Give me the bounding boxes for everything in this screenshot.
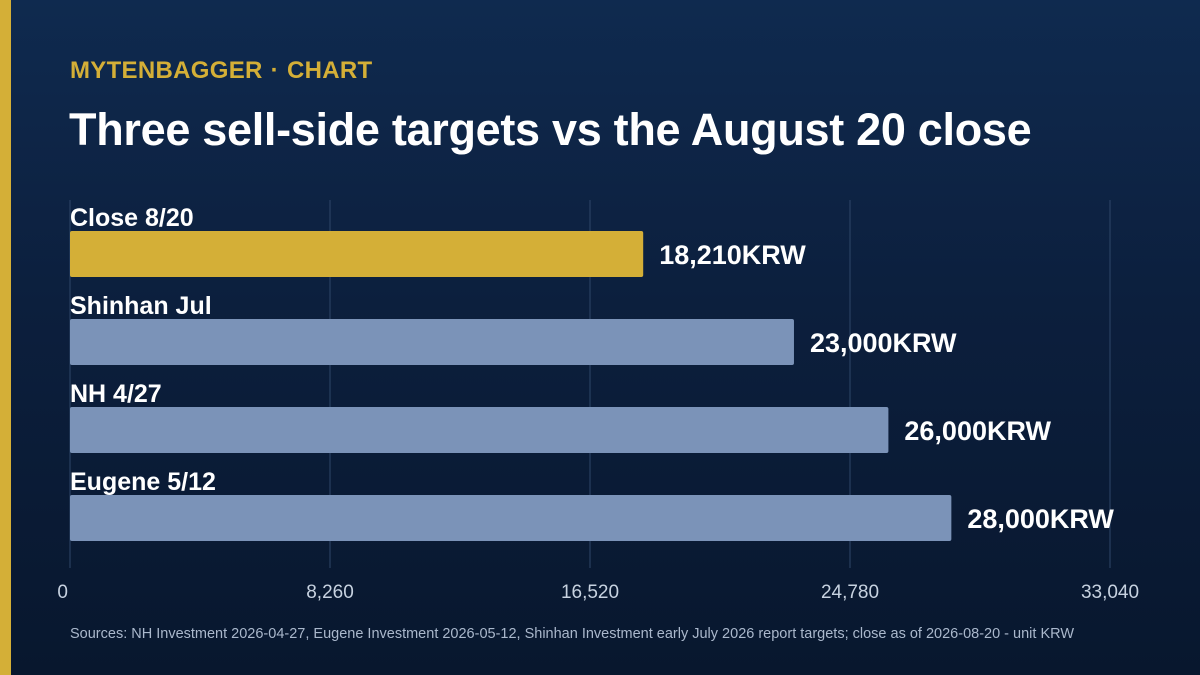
bar-3 (70, 495, 952, 541)
x-tick-label-3: 24,780 (821, 582, 879, 603)
bar-2 (70, 407, 889, 453)
x-tick-label-4: 33,040 (1081, 582, 1139, 603)
value-label-1: 23,000KRW (810, 328, 957, 358)
category-label-1: Shinhan Jul (70, 292, 212, 320)
kicker: MYTENBAGGER · CHART (70, 57, 372, 85)
kicker-separator: · (270, 57, 279, 84)
category-label-3: Eugene 5/12 (70, 468, 216, 496)
chart-title: Three sell-side targets vs the August 20… (69, 104, 1032, 155)
accent-strip (0, 0, 11, 675)
value-label-0: 18,210KRW (659, 240, 806, 270)
x-tick-label-1: 8,260 (306, 582, 354, 603)
x-tick-label-0: 0 (57, 582, 68, 603)
section-name: CHART (286, 57, 373, 84)
category-label-2: NH 4/27 (70, 380, 162, 408)
value-label-3: 28,000KRW (967, 504, 1114, 534)
x-tick-label-2: 16,520 (561, 582, 619, 603)
bar-0 (70, 231, 644, 277)
brand-name: MYTENBAGGER (70, 57, 263, 84)
category-label-0: Close 8/20 (70, 204, 194, 232)
value-label-2: 26,000KRW (904, 416, 1051, 446)
bar-1 (70, 319, 794, 365)
source-note: Sources: NH Investment 2026-04-27, Eugen… (70, 626, 1075, 642)
